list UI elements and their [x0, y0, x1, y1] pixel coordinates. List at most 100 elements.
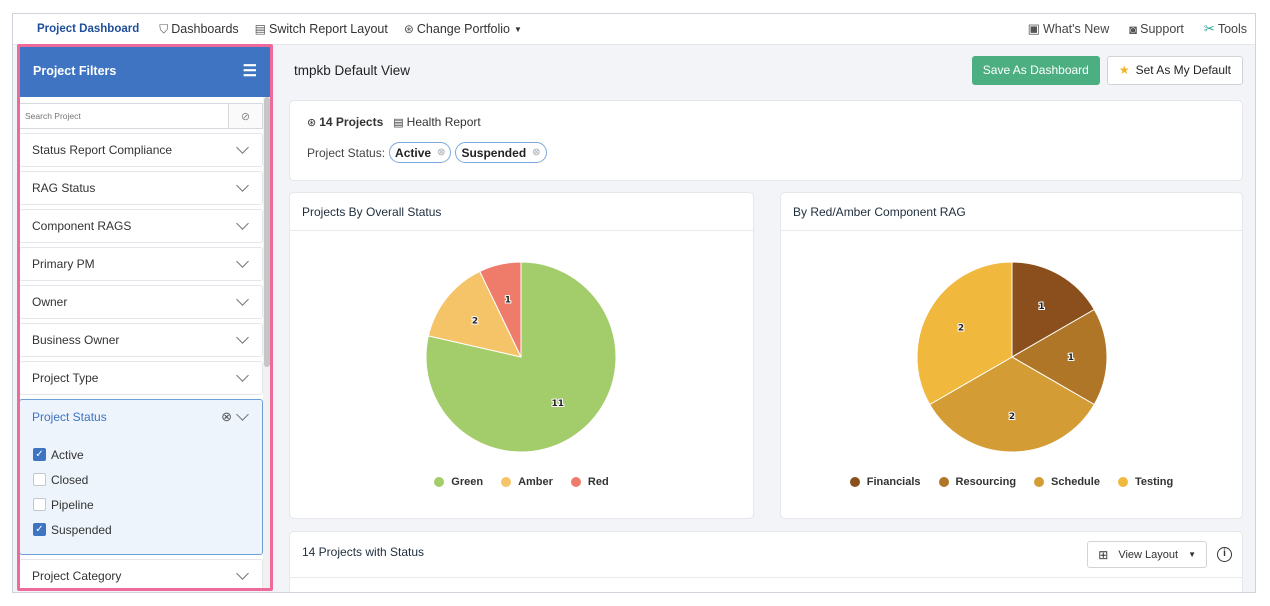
legend-label: Amber [518, 476, 553, 488]
chevron-down-icon [236, 179, 249, 192]
portfolio-icon: ⊛ [403, 22, 414, 36]
legend-label: Resourcing [955, 476, 1017, 488]
view-layout-dropdown[interactable]: ⊞ View Layout ▼ [1087, 541, 1207, 568]
filter-primary-pm[interactable]: Primary PM [19, 247, 263, 281]
dashboards-icon: ⛉ [159, 21, 169, 36]
status-option-closed[interactable]: Closed [20, 467, 262, 492]
legend-swatch [570, 477, 581, 487]
clear-filter-icon[interactable]: ⊗ [221, 409, 232, 424]
pie-slice-amber[interactable] [427, 270, 522, 358]
save-as-dashboard-button[interactable]: Save As Dashboard [971, 55, 1100, 85]
remove-chip-icon[interactable]: ⊗ [532, 147, 541, 158]
pie-slice-schedule[interactable] [929, 356, 1095, 453]
legend-item-testing[interactable]: Testing [1117, 476, 1174, 488]
set-as-default-button[interactable]: ★ Set As My Default [1106, 55, 1243, 85]
overall-status-chart-title: Projects By Overall Status [290, 193, 753, 231]
sort-icon[interactable]: ☰ [242, 63, 257, 80]
legend-item-schedule[interactable]: Schedule [1034, 476, 1100, 488]
filter-business-owner[interactable]: Business Owner [19, 323, 263, 357]
filter-project-status: Project Status ⊗ ✓ Active Closed Pipeline ✓ Sus… [19, 399, 263, 555]
pie-slice-value-label: 11 [551, 399, 564, 409]
project-status-filter-label: Project Status: [307, 145, 386, 160]
legend-item-amber[interactable]: Amber [501, 476, 553, 488]
checkbox[interactable]: ✓ [33, 448, 46, 461]
chevron-down-icon [236, 255, 249, 268]
projects-icon: ⊛ [307, 116, 317, 129]
sidebar-title: Project Filters [33, 64, 117, 78]
status-option-pipeline[interactable]: Pipeline [20, 492, 262, 517]
filter-rag-status[interactable]: RAG Status [19, 171, 263, 205]
legend-label: Financials [866, 476, 921, 488]
pie-slice-value-label: 2 [958, 324, 964, 334]
chevron-down-icon [236, 331, 249, 344]
filter-status-report-compliance[interactable]: Status Report Compliance [19, 133, 263, 167]
filter-chip-suspended-label: Suspended [461, 145, 527, 160]
chevron-down-icon [236, 293, 249, 306]
filter-project-category[interactable]: Project Category [19, 559, 263, 590]
view-title: tmpkb Default View [294, 62, 411, 78]
nav-support[interactable]: ◙ Support [1129, 22, 1184, 37]
health-report-icon[interactable]: ▤ [393, 116, 404, 129]
pie-slice-testing[interactable] [916, 261, 1013, 406]
nav-dashboards[interactable]: ⛉ Dashboards [159, 22, 238, 37]
caret-down-icon: ▼ [514, 24, 522, 34]
legend-item-resourcing[interactable]: Resourcing [938, 476, 1017, 488]
sidebar-scrollbar[interactable] [263, 97, 271, 590]
info-icon[interactable]: i [1217, 547, 1232, 562]
checkbox[interactable]: ✓ [33, 523, 46, 536]
status-option-suspended[interactable]: ✓ Suspended [20, 517, 262, 542]
pie-slice-financials[interactable] [1011, 261, 1095, 358]
legend-label: Green [451, 476, 484, 488]
nav-whats-new[interactable]: ▣ What's New [1028, 21, 1110, 37]
nav-dashboards-label: Dashboards [171, 22, 239, 36]
filter-label: Owner [32, 295, 68, 309]
remove-chip-icon[interactable]: ⊗ [437, 147, 446, 158]
search-icon[interactable]: ⊘ [228, 104, 262, 128]
nav-change-portfolio[interactable]: ⊛ Change Portfolio ▼ [404, 22, 522, 36]
sidebar-scrollbar-thumb[interactable] [264, 97, 270, 367]
table-divider [290, 577, 1242, 578]
filter-project-status-header[interactable]: Project Status ⊗ [20, 400, 262, 434]
top-navigation: Project Dashboard ⛉ Dashboards ▤ Switch Re… [13, 14, 1255, 45]
project-search-input[interactable] [20, 104, 228, 128]
legend-swatch [1034, 477, 1045, 487]
component-rag-pie-chart[interactable]: 1 1 2 2 [781, 232, 1244, 472]
project-filters-sidebar: Project Filters ☰ ⊘ Status Report Compli… [19, 45, 271, 590]
report-icon: ▤ [254, 22, 267, 36]
nav-whats-new-label: What's New [1042, 22, 1110, 36]
filter-chip-active[interactable]: Active ⊗ [389, 142, 452, 163]
filter-project-type[interactable]: Project Type [19, 361, 263, 395]
overall-status-pie-chart[interactable]: 11 2 1 [290, 232, 755, 472]
filter-owner[interactable]: Owner [19, 285, 263, 319]
pie-slice-resourcing[interactable] [1011, 308, 1108, 406]
status-option-active[interactable]: ✓ Active [20, 442, 262, 467]
gift-icon: ▣ [1027, 21, 1040, 36]
chevron-down-icon [236, 567, 249, 580]
status-option-label: Active [51, 447, 84, 462]
project-status-options: ✓ Active Closed Pipeline ✓ Suspended [20, 434, 262, 542]
status-option-label: Pipeline [51, 497, 94, 512]
health-report-link[interactable]: Health Report [406, 115, 481, 129]
legend-item-red[interactable]: Red [570, 476, 609, 488]
main-content: tmpkb Default View Save As Dashboard ★ Se… [273, 45, 1255, 592]
checkbox[interactable] [33, 498, 46, 511]
pie-slice-value-label: 1 [1068, 353, 1074, 363]
legend-item-green[interactable]: Green [434, 476, 483, 488]
nav-project-dashboard-label: Project Dashboard [37, 23, 140, 35]
filter-chip-suspended[interactable]: Suspended ⊗ [455, 142, 547, 163]
support-icon: ◙ [1129, 21, 1138, 37]
legend-label: Schedule [1051, 476, 1100, 488]
nav-project-dashboard[interactable]: Project Dashboard [37, 23, 139, 35]
nav-tools[interactable]: ✂ Tools [1204, 21, 1247, 37]
filter-component-rags[interactable]: Component RAGS [19, 209, 263, 243]
filter-accordion: Status Report Compliance RAG Status Compon… [19, 133, 263, 590]
legend-label: Testing [1134, 476, 1174, 488]
chevron-down-icon [236, 369, 249, 382]
nav-switch-report-layout[interactable]: ▤ Switch Report Layout [255, 22, 388, 36]
legend-item-financials[interactable]: Financials [849, 476, 921, 488]
legend-label: Red [587, 476, 609, 488]
pie-slice-red[interactable] [479, 261, 522, 358]
checkbox[interactable] [33, 473, 46, 486]
sidebar-filter-list[interactable]: ⊘ Status Report Compliance RAG Status Comp… [19, 97, 263, 590]
star-icon: ★ [1118, 63, 1130, 77]
